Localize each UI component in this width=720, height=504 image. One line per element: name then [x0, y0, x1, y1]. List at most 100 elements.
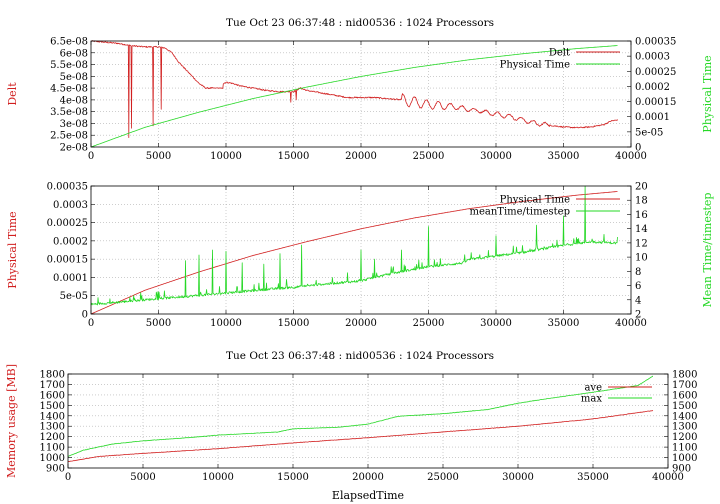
y-tick-label: 1800 [40, 370, 65, 381]
y2-tick-label: 6 [635, 281, 641, 292]
x-tick-label: 20000 [352, 472, 384, 483]
y-tick-label: 1600 [40, 390, 65, 401]
y-tick-label: 0 [82, 310, 88, 321]
legend-label: meanTime/timestep [469, 207, 570, 218]
x-tick-label: 35000 [548, 151, 580, 162]
panel-3-grid [68, 374, 668, 468]
y2-tick-label: 10 [635, 253, 648, 264]
x-tick-label: 10000 [210, 151, 242, 162]
y-tick-label: 0.0003 [53, 200, 88, 211]
series-line-physical-time [90, 191, 618, 315]
y2-tick-label: 8 [635, 267, 641, 278]
x-tick-label: 20000 [345, 318, 377, 329]
x-tick-label: 40000 [615, 151, 647, 162]
legend-label: Physical Time [500, 60, 570, 71]
panel-1-ylabel: Delt [6, 82, 19, 106]
y-tick-label: 1400 [40, 411, 65, 422]
y2-tick-label: 0.00035 [635, 37, 676, 48]
x-tick-label: 5000 [146, 318, 171, 329]
x-tick-label: 5000 [146, 151, 171, 162]
y-tick-label: 0.00015 [47, 255, 88, 266]
panel-delt: Tue Oct 23 06:37:48 : nid00536 : 1024 Pr… [6, 17, 714, 162]
panel-2-ylabel: Physical Time [6, 211, 19, 288]
y2-tick-label: 14 [635, 224, 648, 235]
y-tick-label: 1300 [40, 422, 65, 433]
y-tick-label: 1500 [40, 401, 65, 412]
panel-1-grid [91, 41, 631, 147]
x-tick-label: 5000 [130, 472, 155, 483]
y-tick-label: 1200 [40, 432, 65, 443]
y-tick-label: 2.5e-08 [50, 131, 88, 142]
series-line-delt [90, 40, 618, 139]
y2-tick-label: 16 [635, 210, 648, 221]
y2-tick-label: 1800 [672, 370, 697, 381]
y2-tick-label: 18 [635, 196, 648, 207]
x-tick-label: 10000 [202, 472, 234, 483]
y2-tick-label: 1200 [672, 432, 697, 443]
x-tick-label: 20000 [345, 151, 377, 162]
panel-3-ylabel: Memory usage [MB] [5, 364, 18, 478]
panel-physical-time: 0 5000 10000 15000 20000 25000 30000 35000 40000… [6, 182, 714, 330]
y-tick-label: 0.00035 [47, 182, 88, 193]
y-tick-label: 1000 [40, 453, 65, 464]
x-tick-label: 30000 [480, 318, 512, 329]
y2-tick-label: 0.00025 [635, 67, 676, 78]
legend-label: Physical Time [500, 195, 570, 206]
x-tick-label: 25000 [413, 318, 445, 329]
y2-tick-label: 0.0002 [635, 82, 670, 93]
y2-tick-label: 5e-05 [635, 127, 663, 138]
x-tick-label: 30000 [502, 472, 534, 483]
panel-3-title: Tue Oct 23 06:37:48 : nid00536 : 1024 Pr… [226, 350, 494, 362]
y2-tick-label: 0.0003 [635, 52, 670, 63]
x-tick-label: 0 [88, 318, 94, 329]
y2-tick-label: 1700 [672, 380, 697, 391]
y-tick-label: 1100 [40, 443, 65, 454]
y2-tick-label: 20 [635, 182, 648, 193]
y2-tick-label: 1100 [672, 443, 697, 454]
x-tick-label: 25000 [413, 151, 445, 162]
y2-tick-label: 1500 [672, 401, 697, 412]
panel-3-frame [67, 373, 669, 469]
y2-tick-label: 0 [635, 143, 641, 154]
x-tick-label: 40000 [615, 318, 647, 329]
panel-1-ticks: 0 5000 10000 15000 20000 25000 30000 35000 40000… [50, 37, 676, 163]
y-tick-label: 0.00025 [47, 218, 88, 229]
y2-tick-label: 1000 [672, 453, 697, 464]
x-tick-label: 10000 [210, 318, 242, 329]
series-line-physical-time [90, 45, 618, 148]
x-tick-label: 0 [65, 472, 71, 483]
x-tick-label: 15000 [277, 472, 309, 483]
y-tick-label: 6.5e-08 [50, 37, 88, 48]
y2-tick-label: 1600 [672, 390, 697, 401]
panel-1-series [90, 40, 618, 148]
y-tick-label: 0.0002 [53, 236, 88, 247]
x-tick-label: 40000 [652, 472, 684, 483]
y-tick-label: 1700 [40, 380, 65, 391]
x-tick-label: 15000 [278, 151, 310, 162]
panel-1-y2label: Physical Time [701, 55, 714, 132]
legend-label: max [581, 394, 602, 405]
y-tick-label: 0.0001 [53, 273, 88, 284]
panel-2-y2label: Mean Time/timestep [701, 193, 714, 308]
y2-tick-label: 4 [635, 295, 641, 306]
panel-2-series [90, 185, 618, 315]
y2-tick-label: 0.00015 [635, 97, 676, 108]
series-line-ave [67, 410, 654, 463]
panel-2-frame [90, 185, 632, 315]
panel-2-ticks: 0 5000 10000 15000 20000 25000 30000 35000 40000… [47, 182, 648, 330]
y-tick-label: 900 [46, 464, 65, 475]
y-tick-label: 5.5e-08 [50, 60, 88, 71]
y2-tick-label: 1300 [672, 422, 697, 433]
panel-memory: Tue Oct 23 06:37:48 : nid00536 : 1024 Pr… [5, 350, 697, 502]
y-tick-label: 5e-08 [60, 72, 88, 83]
x-tick-label: 30000 [480, 151, 512, 162]
y2-tick-label: 0.0001 [635, 112, 670, 123]
y-tick-label: 3e-08 [60, 119, 88, 130]
panel-3-series [67, 375, 654, 463]
legend-label: Delt [549, 48, 570, 59]
y-tick-label: 4.5e-08 [50, 84, 88, 95]
panel-3-xlabel: ElapsedTime [332, 489, 404, 502]
